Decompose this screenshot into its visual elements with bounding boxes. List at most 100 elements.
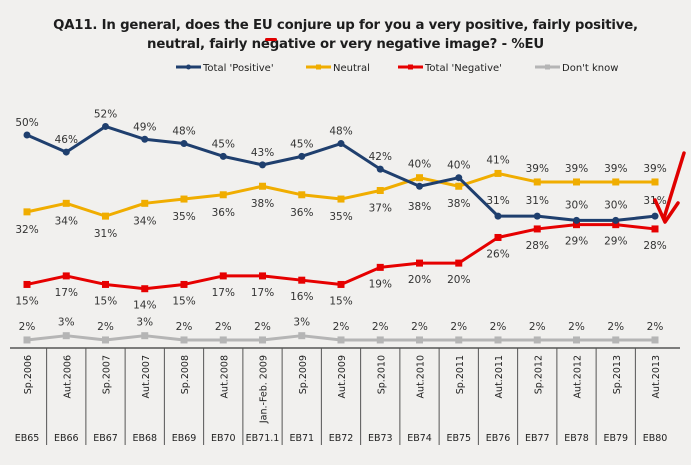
wave-label: EB71.1	[246, 433, 280, 444]
data-point	[219, 191, 227, 199]
data-point	[494, 169, 502, 177]
data-label: 29%	[565, 236, 588, 248]
x-tick-label: Aut.2010	[416, 355, 427, 398]
wave-label: EB74	[407, 433, 432, 444]
series-layer	[23, 122, 659, 344]
data-label: 2%	[607, 321, 624, 333]
legend-label: Total 'Negative'	[424, 63, 502, 74]
data-label: 36%	[212, 207, 235, 219]
x-tick-label: Sp.2013	[612, 355, 623, 394]
data-point	[573, 336, 580, 344]
data-point	[455, 336, 463, 344]
data-point	[219, 152, 227, 160]
data-point	[180, 280, 188, 288]
wave-label: EB80	[643, 433, 668, 444]
data-label: 40%	[408, 159, 431, 171]
series-don-t-know	[23, 332, 659, 344]
wave-label: EB65	[15, 433, 40, 444]
data-point	[337, 140, 345, 148]
red-arrow-annotation	[653, 151, 686, 224]
series-total-negative	[23, 221, 659, 293]
x-tick-label: Aut.2011	[494, 355, 505, 398]
data-label: 48%	[172, 126, 195, 138]
data-point	[141, 135, 149, 143]
data-label: 2%	[254, 321, 271, 333]
legend-marker	[408, 64, 413, 70]
data-label: 39%	[604, 163, 627, 175]
data-label: 30%	[565, 199, 588, 211]
data-label: 3%	[58, 317, 75, 329]
title-text: conjure up for you a very positive, fair…	[272, 18, 638, 33]
data-point	[298, 276, 306, 284]
data-label: 2%	[490, 321, 507, 333]
data-point	[259, 161, 266, 169]
data-point	[494, 233, 502, 241]
legend-item: Total 'Positive'	[176, 63, 274, 74]
data-point	[494, 336, 502, 344]
data-point	[651, 178, 659, 186]
data-point	[533, 336, 541, 344]
data-point	[533, 225, 541, 233]
data-point	[376, 336, 384, 344]
legend-marker	[316, 64, 321, 70]
series-line	[26, 223, 656, 291]
x-tick-label: Sp.2008	[180, 355, 191, 394]
data-label: 2%	[176, 321, 193, 333]
data-point	[337, 280, 345, 288]
x-tick-label: Sp.2006	[23, 355, 34, 394]
data-point	[62, 272, 70, 280]
wave-label: EB73	[368, 433, 393, 444]
data-point	[259, 182, 266, 190]
data-point	[337, 336, 345, 344]
data-point	[416, 174, 423, 182]
data-point	[141, 285, 149, 293]
title-text: QA11. In general, does the	[53, 18, 253, 33]
data-label: 31%	[486, 195, 509, 207]
data-label: 40%	[447, 160, 470, 172]
data-label: 39%	[565, 163, 588, 175]
series-neutral	[23, 169, 659, 220]
data-label: 48%	[329, 126, 352, 138]
data-label: 52%	[94, 108, 117, 120]
x-tick-label: Aut.2006	[62, 355, 73, 398]
data-point	[455, 182, 463, 190]
data-point	[494, 212, 502, 220]
legend: Total 'Positive' Neutral Total 'Negative' D…	[176, 63, 618, 74]
data-label: 36%	[290, 207, 313, 219]
data-point	[455, 174, 463, 182]
x-tick-label: Sp.2007	[102, 355, 113, 394]
data-point	[102, 336, 109, 344]
data-point	[416, 259, 423, 267]
data-label: 28%	[526, 240, 549, 252]
data-point	[102, 280, 109, 288]
data-label: 2%	[19, 321, 36, 333]
data-label: 28%	[643, 240, 666, 252]
x-tick-label: Sp.2010	[376, 355, 387, 394]
wave-label: EB70	[211, 433, 236, 444]
data-point	[62, 332, 70, 340]
data-point	[612, 178, 620, 186]
legend-label: Neutral	[333, 63, 370, 74]
data-label: 34%	[133, 215, 156, 227]
x-tick-label: Aut.2008	[219, 355, 230, 398]
data-label: 17%	[212, 287, 235, 299]
data-point	[651, 336, 659, 344]
data-point	[533, 178, 541, 186]
data-label: 15%	[15, 295, 38, 307]
data-label: 42%	[369, 151, 392, 163]
data-point	[23, 131, 31, 139]
data-point	[612, 221, 620, 229]
data-point	[62, 199, 70, 207]
data-label: 30%	[604, 199, 627, 211]
data-point	[219, 336, 227, 344]
data-point	[337, 195, 345, 203]
data-label: 15%	[94, 295, 117, 307]
data-label: 2%	[647, 321, 664, 333]
data-label: 2%	[333, 321, 350, 333]
data-label: 34%	[55, 215, 78, 227]
data-point	[376, 165, 384, 173]
x-tick-label: Aut.2012	[573, 355, 584, 398]
data-label: 38%	[447, 198, 470, 210]
data-label: 2%	[568, 321, 585, 333]
